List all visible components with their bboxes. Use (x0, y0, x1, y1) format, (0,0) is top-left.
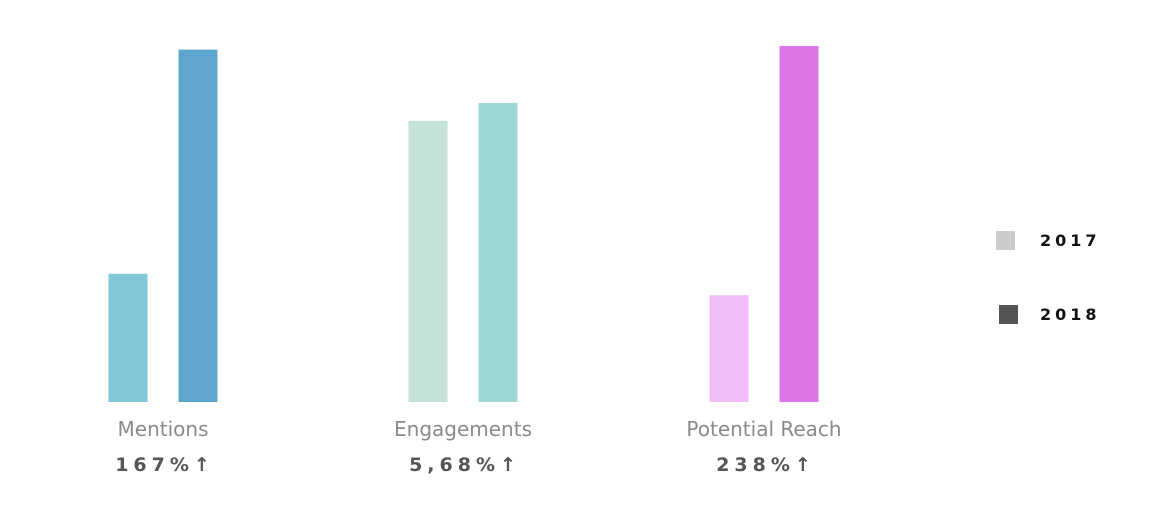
bar-mentions-2018 (178, 49, 218, 402)
change-label: 5,68%↑ (409, 454, 521, 476)
bar-engagements-2018 (478, 103, 518, 402)
legend-label-2017: 2017 (1040, 231, 1101, 250)
legend-swatch-2018 (999, 305, 1018, 324)
bar-mentions-2017 (108, 273, 148, 402)
legend-swatch-2017 (996, 231, 1015, 250)
bars-layer (108, 46, 819, 403)
bar-potential-reach-2017 (709, 295, 749, 402)
change-label: 167%↑ (115, 454, 215, 476)
category-label: Mentions (118, 417, 209, 441)
labels-layer: Mentions 167%↑ Engagements 5,68%↑ Potential … (115, 417, 841, 476)
bar-potential-reach-2018 (779, 46, 819, 402)
change-label: 238%↑ (716, 454, 816, 476)
legend: 2017 2018 (996, 231, 1101, 324)
legend-label-2018: 2018 (1040, 305, 1101, 324)
category-label: Potential Reach (686, 417, 841, 441)
category-label: Engagements (394, 417, 532, 441)
bar-engagements-2017 (408, 120, 448, 403)
